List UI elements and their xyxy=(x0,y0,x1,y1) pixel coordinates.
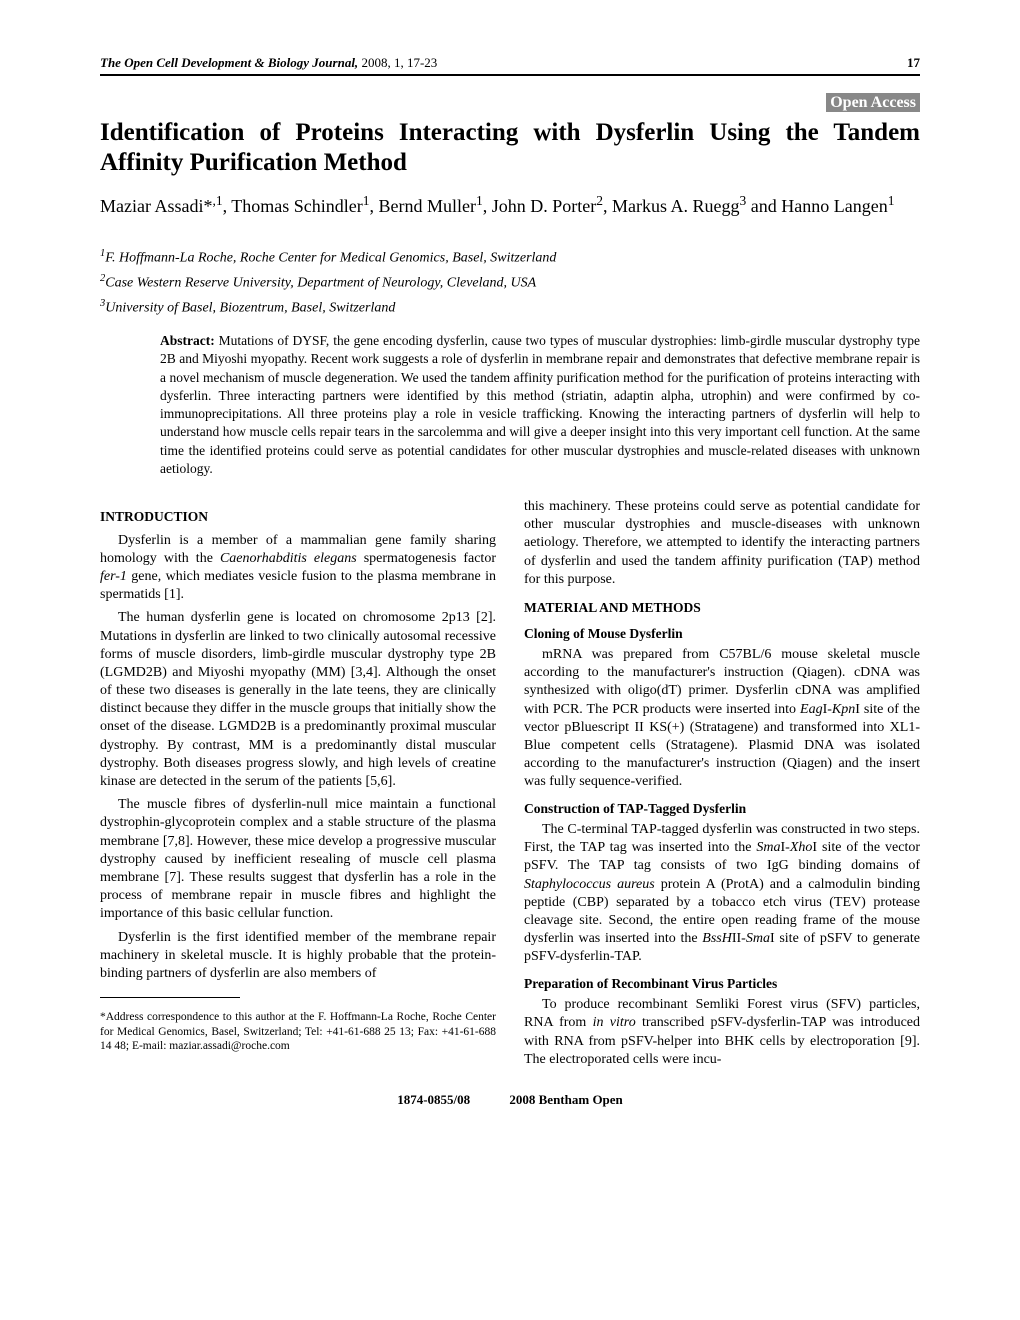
affil-2-text: Case Western Reserve University, Departm… xyxy=(105,276,536,291)
abstract-label: Abstract: xyxy=(160,333,215,348)
affiliation-3: 3University of Basel, Biozentrum, Basel,… xyxy=(100,298,920,317)
page-number: 17 xyxy=(907,55,920,71)
authors: Maziar Assadi*,1, Thomas Schindler1, Ber… xyxy=(100,192,920,218)
affiliation-2: 2Case Western Reserve University, Depart… xyxy=(100,273,920,292)
running-header: The Open Cell Development & Biology Jour… xyxy=(100,55,920,76)
author-3: , Bernd Muller xyxy=(370,196,476,216)
open-access-badge: Open Access xyxy=(100,94,920,112)
issn: 1874-0855/08 xyxy=(397,1092,470,1108)
article-title: Identification of Proteins Interacting w… xyxy=(100,118,920,178)
cloning-subheading: Cloning of Mouse Dysferlin xyxy=(524,625,920,643)
affiliation-1: 1F. Hoffmann-La Roche, Roche Center for … xyxy=(100,248,920,267)
body-columns: INTRODUCTION Dysferlin is a member of a … xyxy=(100,498,920,1074)
preparation-p: To produce recombinant Semliki Forest vi… xyxy=(524,996,920,1069)
intro-p2: The human dysferlin gene is located on c… xyxy=(100,609,496,791)
author-1: Maziar Assadi* xyxy=(100,196,212,216)
page-footer: 1874-0855/08 2008 Bentham Open xyxy=(100,1092,920,1108)
left-column: INTRODUCTION Dysferlin is a member of a … xyxy=(100,498,496,1074)
author-2-affil: 1 xyxy=(363,193,370,208)
copyright: 2008 Bentham Open xyxy=(509,1092,622,1108)
page: The Open Cell Development & Biology Jour… xyxy=(0,0,1020,1148)
author-4-affil: 2 xyxy=(596,193,603,208)
construction-p: The C-terminal TAP-tagged dysferlin was … xyxy=(524,821,920,967)
intro-p1: Dysferlin is a member of a mammalian gen… xyxy=(100,532,496,605)
header-left: The Open Cell Development & Biology Jour… xyxy=(100,55,437,71)
correspondence-footnote: *Address correspondence to this author a… xyxy=(100,1010,496,1055)
preparation-subheading: Preparation of Recombinant Virus Particl… xyxy=(524,975,920,993)
intro-p3: The muscle fibres of dysferlin-null mice… xyxy=(100,796,496,923)
footnote-separator xyxy=(100,997,240,998)
journal-title: The Open Cell Development & Biology Jour… xyxy=(100,55,358,70)
abstract: Abstract: Mutations of DYSF, the gene en… xyxy=(160,332,920,478)
author-6: and Hanno Langen xyxy=(746,196,887,216)
right-column: this machinery. These proteins could ser… xyxy=(524,498,920,1074)
intro-p4-cont: this machinery. These proteins could ser… xyxy=(524,498,920,589)
author-6-affil: 1 xyxy=(888,193,895,208)
construction-subheading: Construction of TAP-Tagged Dysferlin xyxy=(524,800,920,818)
open-access-label: Open Access xyxy=(826,93,920,112)
affil-1-text: F. Hoffmann-La Roche, Roche Center for M… xyxy=(105,251,556,266)
intro-p4: Dysferlin is the first identified member… xyxy=(100,929,496,984)
author-3-affil: 1 xyxy=(476,193,483,208)
methods-heading: MATERIAL AND METHODS xyxy=(524,599,920,617)
affil-3-text: University of Basel, Biozentrum, Basel, … xyxy=(105,300,395,315)
introduction-heading: INTRODUCTION xyxy=(100,508,496,526)
abstract-text: Mutations of DYSF, the gene encoding dys… xyxy=(160,333,920,476)
author-4: , John D. Porter xyxy=(483,196,597,216)
cloning-p: mRNA was prepared from C57BL/6 mouse ske… xyxy=(524,646,920,792)
author-5: , Markus A. Ruegg xyxy=(603,196,740,216)
journal-issue: 2008, 1, 17-23 xyxy=(358,55,437,70)
author-2: , Thomas Schindler xyxy=(223,196,363,216)
author-1-affil: ,1 xyxy=(212,193,222,208)
